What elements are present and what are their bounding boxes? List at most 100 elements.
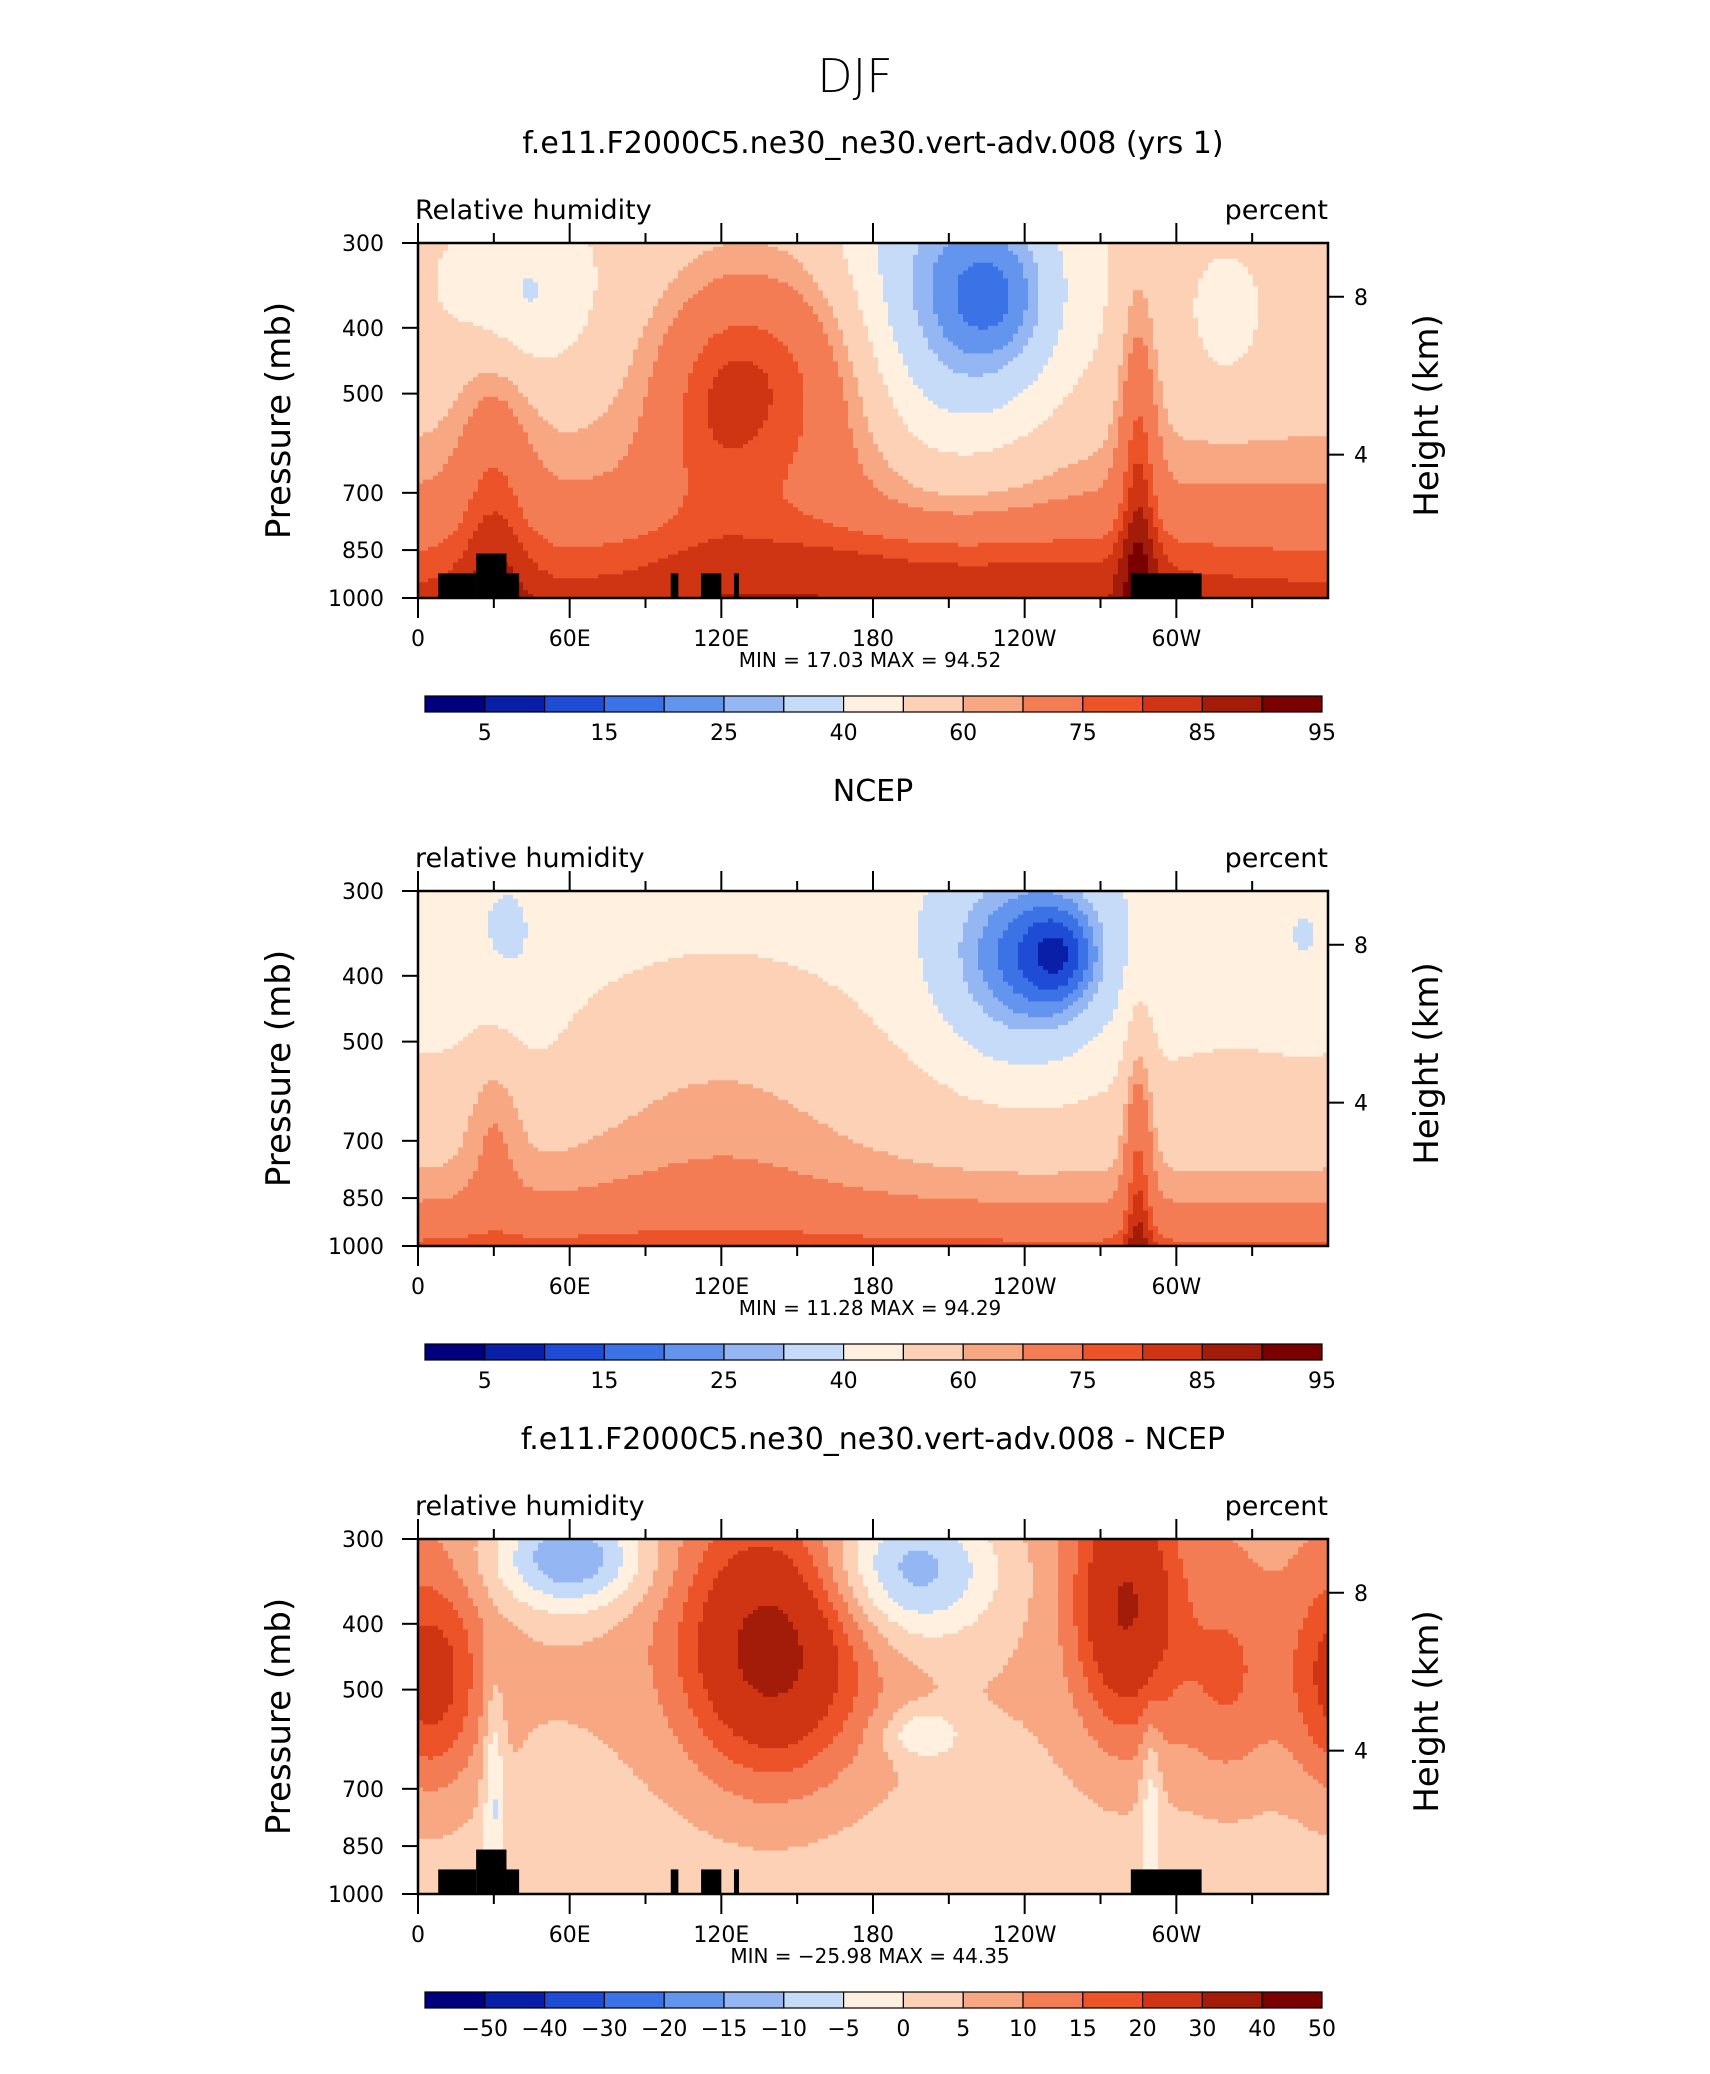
colorbar-swatch bbox=[902, 1991, 964, 2009]
y-axis-label: Pressure (mb) bbox=[259, 302, 299, 539]
x-tick-label: 60W bbox=[1151, 627, 1201, 652]
x-tick-label: 60E bbox=[549, 627, 591, 652]
colorbar-label: 0 bbox=[896, 2017, 910, 2042]
colorbar-label: −40 bbox=[521, 2017, 567, 2042]
colorbar-label: 95 bbox=[1308, 721, 1336, 746]
colorbar-swatch bbox=[783, 1991, 845, 2009]
panel-3: f.e11.F2000C5.ne30_ne30.vert-adv.008 - N… bbox=[259, 1422, 1447, 2042]
colorbar-swatch bbox=[543, 1343, 605, 1361]
colorbar-swatch bbox=[723, 695, 785, 713]
y2-tick-label: 8 bbox=[1354, 1582, 1368, 1607]
colorbar-label: 5 bbox=[478, 721, 492, 746]
colorbar-swatch bbox=[424, 1991, 486, 2009]
colorbar-label: 75 bbox=[1069, 1369, 1097, 1394]
y2-tick-label: 8 bbox=[1354, 286, 1368, 311]
colorbar-swatch bbox=[1022, 695, 1084, 713]
x-tick-label: 180 bbox=[852, 1923, 894, 1948]
land-block bbox=[506, 573, 520, 598]
colorbar-label: 50 bbox=[1308, 2017, 1336, 2042]
colorbar-label: 25 bbox=[710, 721, 738, 746]
x-tick-label: 120E bbox=[693, 627, 749, 652]
y-tick-label: 500 bbox=[342, 1031, 384, 1056]
land-block bbox=[1130, 1869, 1202, 1894]
colorbar-swatch bbox=[723, 1991, 785, 2009]
y-tick-label: 1000 bbox=[328, 587, 384, 612]
colorbar-swatch bbox=[1261, 1991, 1323, 2009]
x-tick-label: 120E bbox=[693, 1923, 749, 1948]
colorbar-swatch bbox=[902, 1343, 964, 1361]
colorbar-swatch bbox=[842, 1343, 904, 1361]
panels: f.e11.F2000C5.ne30_ne30.vert-adv.008 (yr… bbox=[259, 126, 1447, 2042]
colorbar-swatch bbox=[783, 695, 845, 713]
y-tick-label: 850 bbox=[342, 1187, 384, 1212]
colorbar-label: 60 bbox=[949, 1369, 977, 1394]
colorbar-swatch bbox=[603, 1343, 665, 1361]
panel-title: NCEP bbox=[833, 774, 913, 809]
contour-field bbox=[418, 243, 1329, 599]
x-tick-label: 180 bbox=[852, 1275, 894, 1300]
colorbar-swatch bbox=[663, 1343, 725, 1361]
x-tick-label: 60W bbox=[1151, 1923, 1201, 1948]
figure-title: DJF bbox=[817, 49, 892, 103]
panel-title: f.e11.F2000C5.ne30_ne30.vert-adv.008 (yr… bbox=[522, 126, 1223, 161]
land-block bbox=[670, 573, 679, 598]
y-axis-label: Pressure (mb) bbox=[259, 1598, 299, 1835]
x-tick-label: 60E bbox=[549, 1275, 591, 1300]
colorbar-swatch bbox=[1082, 1343, 1144, 1361]
colorbar-label: 95 bbox=[1308, 1369, 1336, 1394]
colorbar-label: 5 bbox=[956, 2017, 970, 2042]
colorbar-swatch bbox=[1201, 695, 1263, 713]
y2-tick-label: 4 bbox=[1354, 1740, 1368, 1765]
colorbar: 5 15 25 40 60 75 85 95 bbox=[424, 695, 1336, 746]
y-tick-label: 300 bbox=[342, 232, 384, 257]
min-max-stats: MIN = −25.98 MAX = 44.35 bbox=[730, 1944, 1009, 1968]
y-axis-label: Pressure (mb) bbox=[259, 950, 299, 1187]
land-block bbox=[476, 553, 507, 598]
colorbar-label: 30 bbox=[1188, 2017, 1216, 2042]
y2-tick-label: 8 bbox=[1354, 934, 1368, 959]
colorbar-label: 85 bbox=[1188, 1369, 1216, 1394]
colorbar-swatch bbox=[1201, 1343, 1263, 1361]
colorbar-swatch bbox=[962, 695, 1024, 713]
land-block bbox=[701, 1869, 722, 1894]
colorbar-label: 40 bbox=[830, 721, 858, 746]
x-tick-label: 120W bbox=[993, 1923, 1057, 1948]
colorbar-swatch bbox=[1022, 1991, 1084, 2009]
colorbar-swatch bbox=[663, 695, 725, 713]
x-tick-label: 60W bbox=[1151, 1275, 1201, 1300]
colorbar-swatch bbox=[1261, 695, 1323, 713]
colorbar-swatch bbox=[484, 1991, 546, 2009]
y-tick-label: 700 bbox=[342, 1130, 384, 1155]
colorbar-label: 20 bbox=[1129, 2017, 1157, 2042]
panel-right-label: percent bbox=[1225, 1491, 1328, 1522]
colorbar-swatch bbox=[842, 695, 904, 713]
colorbar-swatch bbox=[1141, 695, 1203, 713]
x-tick-label: 120E bbox=[693, 1275, 749, 1300]
colorbar: −50 −40 −30 −20 −15 −10 −5 0 5 10 15 20 30 40 50 bbox=[424, 1991, 1336, 2042]
land-block bbox=[506, 1869, 520, 1894]
land-block bbox=[670, 1869, 679, 1894]
land-block bbox=[438, 1869, 477, 1894]
colorbar-label: 5 bbox=[478, 1369, 492, 1394]
colorbar-label: −50 bbox=[462, 2017, 508, 2042]
colorbar-swatch bbox=[1201, 1991, 1263, 2009]
colorbar-label: 25 bbox=[710, 1369, 738, 1394]
colorbar-swatch bbox=[962, 1343, 1024, 1361]
colorbar-swatch bbox=[1141, 1343, 1203, 1361]
colorbar-swatch bbox=[424, 695, 486, 713]
y-tick-label: 500 bbox=[342, 1679, 384, 1704]
land-block bbox=[476, 1849, 507, 1894]
colorbar-swatch bbox=[603, 1991, 665, 2009]
colorbar-label: −20 bbox=[641, 2017, 687, 2042]
y2-tick-label: 4 bbox=[1354, 444, 1368, 469]
colorbar-label: −5 bbox=[827, 2017, 859, 2042]
x-tick-label: 0 bbox=[411, 1275, 425, 1300]
colorbar-label: 60 bbox=[949, 721, 977, 746]
colorbar-swatch bbox=[842, 1991, 904, 2009]
y-tick-label: 700 bbox=[342, 482, 384, 507]
contour-field bbox=[418, 891, 1329, 1247]
y-tick-label: 400 bbox=[342, 317, 384, 342]
colorbar-label: 75 bbox=[1069, 721, 1097, 746]
y-tick-label: 400 bbox=[342, 1613, 384, 1638]
